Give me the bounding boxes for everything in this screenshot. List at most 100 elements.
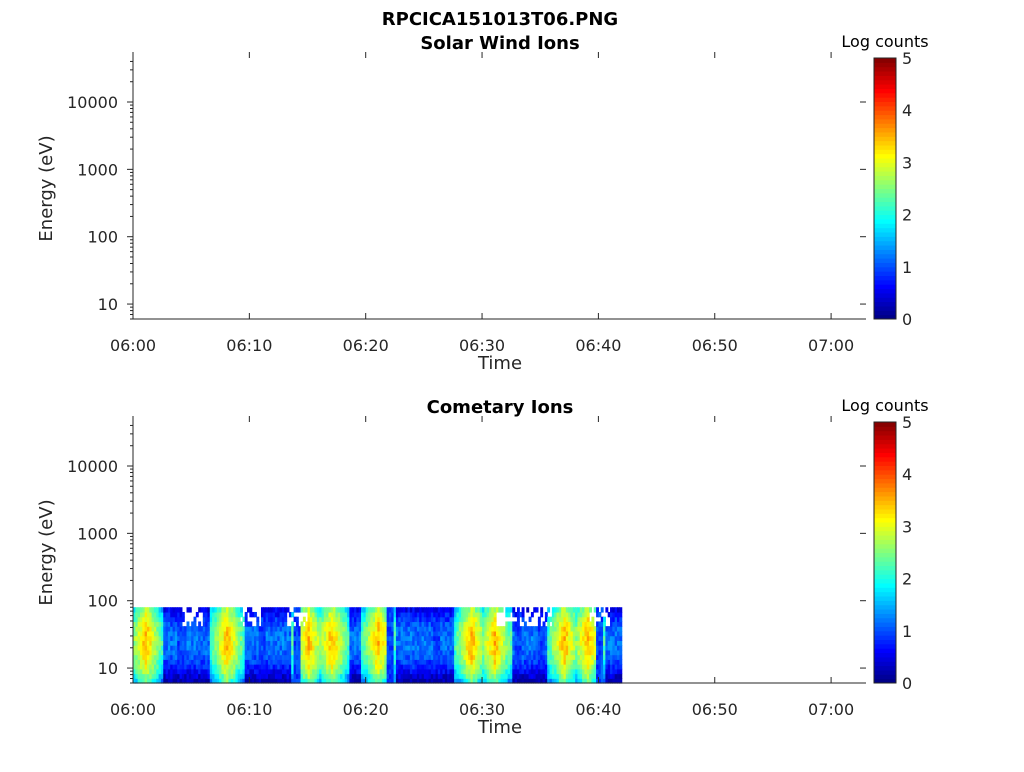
spectrogram-cell xyxy=(151,678,155,684)
spectrogram-cell xyxy=(444,649,448,656)
spectrogram-cell xyxy=(181,678,185,684)
spectrogram-cell xyxy=(272,668,276,675)
spectrogram-cell xyxy=(151,607,155,613)
spectrogram-cell xyxy=(610,664,613,670)
spectrogram-cell xyxy=(223,626,227,632)
spectrogram-cell xyxy=(384,607,388,613)
spectrogram-cell xyxy=(568,664,572,670)
spectrogram-cell xyxy=(279,678,283,684)
spectrogram-cell xyxy=(584,659,588,665)
spectrogram-cell xyxy=(356,611,360,618)
spectrogram-cell xyxy=(156,626,160,632)
spectrogram-cell xyxy=(512,659,516,665)
spectrogram-cell xyxy=(468,621,472,627)
spectrogram-cell xyxy=(442,626,446,632)
spectrogram-cell xyxy=(530,611,534,618)
spectrogram-cell xyxy=(414,626,418,632)
spectrogram-cell xyxy=(465,611,469,618)
spectrogram-cell xyxy=(498,630,502,637)
spectrogram-cell xyxy=(535,630,539,637)
spectrogram-cell xyxy=(335,640,339,646)
spectrogram-cell xyxy=(291,673,295,679)
spectrogram-cell xyxy=(233,664,236,670)
spectrogram-cell xyxy=(463,626,467,632)
spectrogram-cell xyxy=(491,640,495,646)
spectrogram-cell xyxy=(170,668,174,675)
spectrogram-cell xyxy=(381,611,385,618)
spectrogram-cell xyxy=(314,649,318,656)
spectrogram-cell xyxy=(468,678,472,684)
spectrogram-cell xyxy=(584,611,588,618)
spectrogram-cell xyxy=(449,645,453,651)
spectrogram-cell xyxy=(554,649,558,656)
spectrogram-cell xyxy=(361,607,364,613)
spectrogram-cell xyxy=(170,678,174,684)
spectrogram-cell xyxy=(293,659,297,665)
spectrogram-cell xyxy=(349,635,353,641)
spectrogram-cell xyxy=(498,640,502,646)
spectrogram-cell xyxy=(295,630,299,637)
spectrogram-cell xyxy=(384,664,388,670)
spectrogram-cell xyxy=(475,668,478,675)
spectrogram-cell xyxy=(519,630,523,637)
spectrogram-cell xyxy=(244,640,248,646)
spectrogram-cell xyxy=(209,664,213,670)
spectrogram-cell xyxy=(605,630,609,637)
spectrogram-cell xyxy=(589,664,593,670)
spectrogram-cell xyxy=(205,645,209,651)
spectrogram-cell xyxy=(463,664,467,670)
spectrogram-cell xyxy=(568,621,572,627)
spectrogram-cell xyxy=(619,673,623,679)
spectrogram-cell xyxy=(351,649,355,656)
spectrogram-cell xyxy=(263,640,267,646)
spectrogram-cell xyxy=(144,630,148,637)
spectrogram-cell xyxy=(158,607,162,613)
spectrogram-cell xyxy=(530,673,534,679)
spectrogram-cell xyxy=(247,668,250,675)
spectrogram-cell xyxy=(279,611,283,618)
spectrogram-cell xyxy=(142,640,146,646)
spectrogram-cell xyxy=(186,626,190,632)
spectrogram-cell xyxy=(223,649,227,656)
spectrogram-cell xyxy=(179,640,183,646)
spectrogram-cell xyxy=(477,668,481,675)
spectrogram-cell xyxy=(365,645,369,651)
spectrogram-cell xyxy=(274,640,278,646)
spectrogram-cell xyxy=(472,635,476,641)
spectrogram-cell xyxy=(426,654,430,660)
spectrogram-cell xyxy=(565,616,569,623)
spectrogram-cell xyxy=(158,640,162,646)
spectrogram-cell xyxy=(305,659,309,665)
spectrogram-cell xyxy=(368,668,371,675)
spectrogram-cell xyxy=(535,659,539,665)
spectrogram-cell xyxy=(521,649,525,656)
spectrogram-cell xyxy=(270,640,274,646)
spectrogram-cell xyxy=(612,664,616,670)
spectrogram-cell xyxy=(523,664,527,670)
spectrogram-cell xyxy=(354,668,357,675)
spectrogram-cell xyxy=(449,630,453,637)
spectrogram-cell xyxy=(170,659,174,665)
spectrogram-cell xyxy=(523,635,527,641)
spectrogram-cell xyxy=(405,626,409,632)
spectrogram-cell xyxy=(358,645,362,651)
spectrogram-cell xyxy=(221,611,225,618)
spectrogram-cell xyxy=(430,678,434,684)
spectrogram-cell xyxy=(172,616,176,623)
spectrogram-cell xyxy=(412,630,416,637)
spectrogram-cell xyxy=(307,635,311,641)
colorbar-segment xyxy=(874,197,896,203)
spectrogram-cell xyxy=(158,654,162,660)
x-tick-label: 06:10 xyxy=(226,336,272,355)
colorbar-segment xyxy=(874,591,896,597)
spectrogram-cell xyxy=(361,616,364,623)
spectrogram-cell xyxy=(270,678,274,684)
spectrogram-cell xyxy=(316,626,320,632)
spectrogram-cell xyxy=(535,673,539,679)
spectrogram-cell xyxy=(137,678,141,684)
spectrogram-cell xyxy=(551,678,555,684)
spectrogram-cell xyxy=(286,630,290,637)
spectrogram-cell xyxy=(556,668,560,675)
spectrogram-cell xyxy=(584,616,588,623)
spectrogram-cell xyxy=(423,668,427,675)
